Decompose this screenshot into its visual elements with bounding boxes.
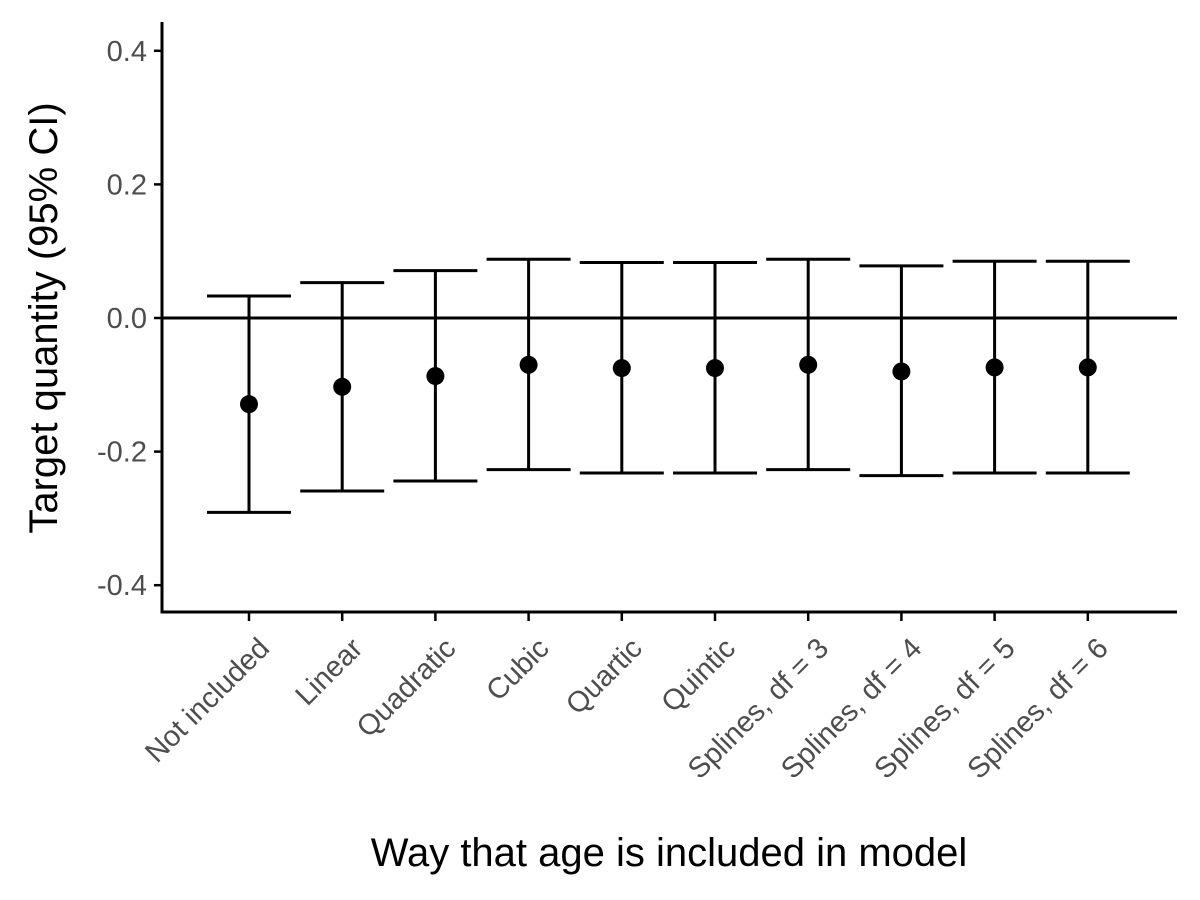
x-tick-label: Quadratic <box>351 632 463 744</box>
estimate-point <box>985 358 1004 377</box>
estimate-point <box>240 395 258 414</box>
x-tick-label: Quartic <box>560 632 649 721</box>
y-tick-label: -0.2 <box>97 437 147 469</box>
estimate-point <box>519 355 538 374</box>
points-layer <box>240 355 1097 414</box>
y-tick-label: 0.0 <box>107 303 147 335</box>
x-tick-label: Linear <box>290 632 370 712</box>
y-axis-title: Target quantity (95% CI) <box>22 102 66 533</box>
y-tick-label: -0.4 <box>97 570 147 602</box>
estimate-point <box>706 359 724 378</box>
estimate-point <box>1078 358 1097 377</box>
y-ticks: 0.4 0.2 0.0 -0.2 -0.4 <box>97 36 162 602</box>
x-tick-label: Not included <box>139 632 276 769</box>
estimate-point <box>333 377 352 396</box>
x-tick-label: Cubic <box>480 632 555 707</box>
x-axis-title: Way that age is included in model <box>371 831 968 875</box>
y-tick-label: 0.4 <box>107 36 147 68</box>
estimate-point <box>892 362 911 381</box>
estimate-point <box>612 359 631 378</box>
x-tick-label: Quintic <box>655 632 741 718</box>
estimate-point <box>799 355 818 374</box>
y-tick-label: 0.2 <box>107 169 147 201</box>
estimate-point <box>426 367 445 386</box>
